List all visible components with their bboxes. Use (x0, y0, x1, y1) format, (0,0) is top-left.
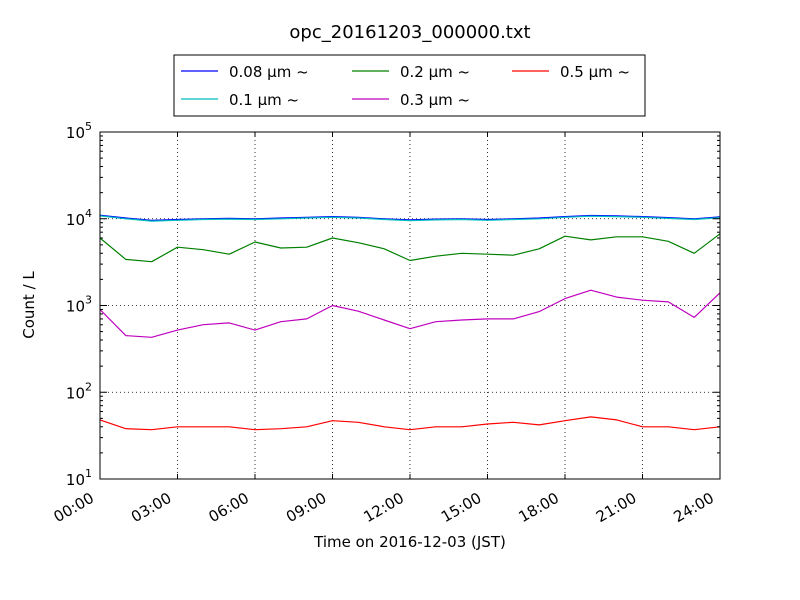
y-tick-label: 103 (66, 294, 92, 316)
y-tick-label: 101 (66, 467, 92, 489)
grid (100, 132, 720, 479)
legend-box (173, 54, 646, 117)
legend-label: 0.1 μm ~ (229, 91, 299, 109)
x-tick-label: 24:00 (671, 489, 717, 526)
y-tick-label: 104 (66, 207, 92, 229)
series-line (99, 233, 721, 263)
x-axis: 00:00 03:00 06:00 09:00 12:00 15:00 18:00 21:00… (51, 132, 721, 526)
x-tick-label: 12:00 (361, 489, 407, 526)
y-tick-label: 102 (66, 380, 92, 402)
chart-title: opc_20161203_000000.txt (289, 22, 530, 43)
legend-label: 0.08 μm ~ (229, 63, 309, 81)
x-axis-label: Time on 2016-12-03 (JST) (313, 533, 506, 551)
x-tick-label: 21:00 (593, 489, 639, 526)
series-line (99, 214, 721, 221)
x-tick-label: 18:00 (516, 489, 562, 526)
legend-label: 0.2 μm ~ (400, 63, 470, 81)
x-tick-label: 06:00 (206, 489, 252, 526)
x-tick-label: 03:00 (128, 489, 174, 526)
legend: 0.08 μm ~ 0.1 μm ~ 0.2 μm ~ 0.3 μm ~ 0.5 μm … (173, 54, 646, 117)
y-axis-label: Count / L (20, 271, 38, 339)
series-layer (99, 214, 721, 431)
x-tick-label: 15:00 (438, 489, 484, 526)
series-line (99, 215, 721, 222)
x-tick-label: 00:00 (51, 489, 97, 526)
legend-label: 0.5 μm ~ (560, 63, 630, 81)
x-tick-label: 09:00 (283, 489, 329, 526)
series-line (99, 416, 721, 431)
series-line (99, 289, 721, 338)
legend-label: 0.3 μm ~ (400, 91, 470, 109)
y-tick-label: 105 (66, 120, 92, 142)
y-axis: 101 102 103 104 105 (66, 120, 720, 489)
